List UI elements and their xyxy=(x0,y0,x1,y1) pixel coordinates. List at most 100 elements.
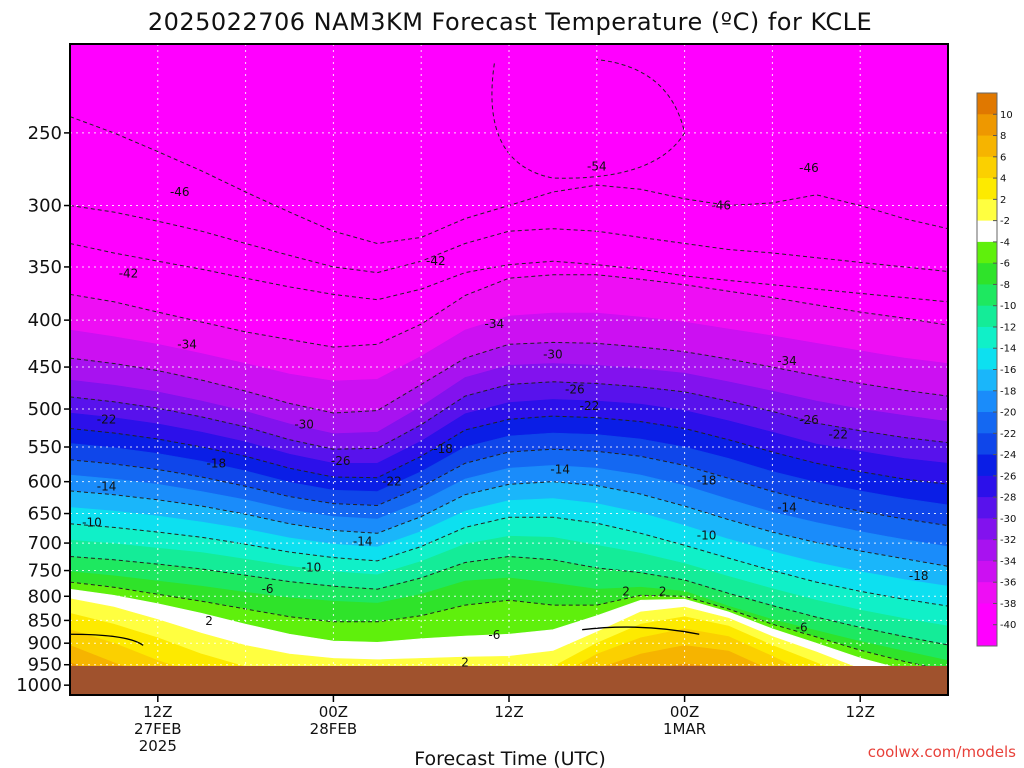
colorbar-label: -38 xyxy=(1000,599,1016,610)
contour-line-14 xyxy=(70,555,948,646)
contour-label: -6 xyxy=(488,628,500,642)
y-tick-label: 650 xyxy=(28,504,62,525)
contour-label: -30 xyxy=(294,418,314,432)
contour-label: -18 xyxy=(433,442,453,456)
y-axis: 2503003504004505005506006507007508008509… xyxy=(16,123,70,696)
contour-label: -42 xyxy=(119,267,139,281)
colorbar-label: -16 xyxy=(1000,365,1016,376)
ground-surface xyxy=(70,666,948,695)
y-tick-label: 900 xyxy=(28,633,62,654)
contour-line-0 xyxy=(70,274,948,348)
y-tick-label: 350 xyxy=(28,257,62,278)
contour-label: -14 xyxy=(777,500,797,514)
colorbar-label: 4 xyxy=(1000,174,1006,185)
contour-label: 2 xyxy=(622,584,630,598)
colorbar-swatch xyxy=(977,412,997,434)
y-tick-label: 800 xyxy=(28,586,62,607)
y-tick-label: 700 xyxy=(28,533,62,554)
x-tick-label: 2025 xyxy=(139,737,177,755)
grid-lines xyxy=(70,44,948,695)
colorbar-swatch xyxy=(977,220,997,243)
colorbar: 10 8 6 4 2 -2 -4 -6 -8 -10 -12 -14 -16 -18 -20 -22 -24 -2… xyxy=(976,92,1016,647)
colorbar-swatch xyxy=(977,560,997,583)
colorbar-swatch xyxy=(977,348,997,370)
colorbar-swatch xyxy=(977,390,997,413)
contour-label: -6 xyxy=(796,620,808,634)
y-tick-label: 1000 xyxy=(16,675,62,696)
contour-line-2 xyxy=(70,341,948,414)
x-axis-title: Forecast Time (UTC) xyxy=(414,748,605,768)
contour-label: 2 xyxy=(659,584,667,598)
colorbar-swatch xyxy=(977,369,997,392)
contour-label: -22 xyxy=(828,427,848,441)
y-tick-label: 750 xyxy=(28,561,62,582)
upper-contour-line-1 xyxy=(70,205,948,274)
contour-label: 2 xyxy=(461,656,469,670)
contour-label: -22 xyxy=(382,475,402,489)
colorbar-label: 8 xyxy=(1000,131,1006,142)
contour-line-10 xyxy=(70,481,948,567)
colorbar-swatch xyxy=(977,433,997,456)
colorbar-label: -10 xyxy=(1000,301,1016,312)
colorbar-label: -34 xyxy=(1000,556,1016,567)
colorbar-label: -36 xyxy=(1000,578,1016,589)
colorbar-swatch xyxy=(977,241,997,264)
contour-label: -46 xyxy=(170,185,190,199)
contour-label: -18 xyxy=(697,473,717,487)
colorbar-label: 2 xyxy=(1000,195,1006,206)
y-tick-label: 400 xyxy=(28,310,62,331)
y-tick-label: 550 xyxy=(28,437,62,458)
plot-area: -54-46-46-46-42-42-34-34-34-30-30-26-26-… xyxy=(70,44,948,695)
colorbar-label: -26 xyxy=(1000,471,1016,482)
x-tick-label: 00Z xyxy=(319,703,348,721)
colorbar-swatch xyxy=(977,539,997,562)
solid-contour-0 xyxy=(70,633,144,646)
colorbar-label: -32 xyxy=(1000,535,1016,546)
colorbar-swatch xyxy=(977,135,997,158)
contour-label: -26 xyxy=(565,382,585,396)
x-tick-label: 12Z xyxy=(143,703,172,721)
colorbar-label: -20 xyxy=(1000,408,1016,419)
colorbar-label: -24 xyxy=(1000,450,1016,461)
colorbar-label: -6 xyxy=(1000,259,1010,270)
credit-text: coolwx.com/models xyxy=(868,743,1016,761)
x-tick-label: 12Z xyxy=(846,703,875,721)
contour-label: -34 xyxy=(777,354,797,368)
contour-line-6 xyxy=(70,415,948,485)
contour-line-8 xyxy=(70,448,948,527)
colorbar-swatch xyxy=(977,582,997,604)
contour-label: -18 xyxy=(207,456,227,470)
y-tick-label: 600 xyxy=(28,472,62,493)
colorbar-swatch xyxy=(977,624,997,647)
contour-line-16 xyxy=(70,581,948,672)
contour-label: -22 xyxy=(580,399,600,413)
contour-label: -54 xyxy=(587,159,607,173)
contour-label: -14 xyxy=(97,479,117,493)
x-tick-label: 12Z xyxy=(494,703,523,721)
colorbar-label: -30 xyxy=(1000,514,1016,525)
colorbar-label: -18 xyxy=(1000,386,1016,397)
contour-label: -46 xyxy=(799,161,819,175)
colorbar-swatch xyxy=(977,263,997,285)
contour-label: -10 xyxy=(697,529,717,543)
contour-label: -14 xyxy=(550,463,570,477)
contour-label: -18 xyxy=(909,569,929,583)
colorbar-label: -12 xyxy=(1000,322,1016,333)
colorbar-swatch xyxy=(977,199,997,222)
colorbar-swatch xyxy=(977,156,997,179)
contour-label: -26 xyxy=(331,454,351,468)
contour-label: -30 xyxy=(543,347,563,361)
colorbar-swatch xyxy=(977,93,997,115)
contour-label: -6 xyxy=(262,582,274,596)
y-tick-label: 850 xyxy=(28,610,62,631)
colorbar-swatch xyxy=(977,305,997,328)
colorbar-swatch xyxy=(977,326,997,349)
colorbar-swatch xyxy=(977,475,997,498)
contour-label: -22 xyxy=(97,412,117,426)
colorbar-swatch xyxy=(977,454,997,477)
colorbar-label: -4 xyxy=(1000,237,1010,248)
colorbar-label: -28 xyxy=(1000,493,1016,504)
contour-label: -34 xyxy=(485,317,505,331)
